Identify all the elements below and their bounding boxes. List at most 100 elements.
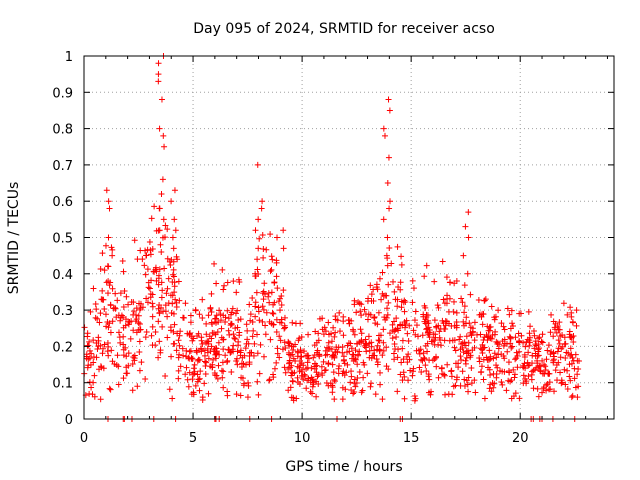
- data-point: [478, 363, 485, 370]
- data-point: [107, 301, 114, 308]
- data-point: [339, 384, 346, 391]
- data-point: [537, 368, 544, 375]
- data-point: [352, 347, 359, 354]
- data-point: [357, 339, 364, 346]
- data-point: [446, 337, 453, 344]
- data-point: [213, 280, 220, 287]
- data-point: [139, 256, 146, 263]
- data-point: [557, 354, 564, 361]
- data-point: [226, 331, 233, 338]
- data-point: [232, 336, 239, 343]
- data-point: [462, 223, 469, 230]
- data-point: [292, 341, 299, 348]
- data-point: [172, 227, 179, 234]
- data-point: [210, 356, 217, 363]
- data-point: [374, 286, 381, 293]
- data-point: [522, 376, 529, 383]
- data-point: [143, 295, 150, 302]
- data-point: [259, 303, 266, 310]
- data-point: [344, 361, 351, 368]
- data-point: [350, 351, 357, 358]
- data-point: [198, 334, 205, 341]
- data-point: [526, 342, 533, 349]
- data-point: [418, 368, 425, 375]
- data-point: [85, 342, 92, 349]
- data-point: [214, 329, 221, 336]
- data-point: [499, 338, 506, 345]
- data-point: [389, 321, 396, 328]
- data-point: [314, 373, 321, 380]
- data-point: [562, 381, 569, 388]
- data-point: [101, 305, 108, 312]
- data-point: [155, 281, 162, 288]
- data-point: [332, 329, 339, 336]
- data-point: [204, 349, 211, 356]
- data-point: [204, 338, 211, 345]
- data-point: [368, 291, 375, 298]
- data-point: [360, 359, 367, 366]
- data-point: [352, 383, 359, 390]
- data-point: [270, 301, 277, 308]
- y-tick-label: 0.8: [52, 123, 73, 138]
- data-point: [449, 391, 456, 398]
- data-point: [290, 355, 297, 362]
- data-point: [155, 78, 162, 85]
- data-point: [384, 305, 391, 312]
- data-point: [562, 340, 569, 347]
- data-point: [314, 349, 321, 356]
- data-point: [254, 331, 261, 338]
- data-point: [442, 322, 449, 329]
- data-point: [336, 309, 343, 316]
- data-point: [222, 319, 229, 326]
- data-point: [380, 216, 387, 223]
- data-point: [266, 376, 273, 383]
- data-point: [138, 359, 145, 366]
- data-point: [394, 388, 401, 395]
- data-point: [539, 331, 546, 338]
- data-point: [368, 339, 375, 346]
- data-point: [525, 349, 532, 356]
- data-point: [365, 333, 372, 340]
- data-point: [214, 375, 221, 382]
- data-point: [192, 306, 199, 313]
- data-point: [187, 312, 194, 319]
- data-point: [568, 360, 575, 367]
- data-point: [465, 374, 472, 381]
- data-point: [144, 246, 151, 253]
- data-point: [175, 278, 182, 285]
- data-point: [149, 300, 156, 307]
- data-point: [125, 362, 132, 369]
- data-point: [328, 353, 335, 360]
- data-point: [291, 369, 298, 376]
- data-point: [575, 383, 582, 390]
- data-point: [509, 320, 516, 327]
- data-point: [454, 374, 461, 381]
- data-point: [201, 380, 208, 387]
- data-point: [347, 379, 354, 386]
- data-point: [438, 365, 445, 372]
- data-point: [238, 374, 245, 381]
- data-point: [101, 267, 108, 274]
- data-point: [118, 312, 125, 319]
- data-point: [433, 323, 440, 330]
- data-point: [167, 261, 174, 268]
- data-point: [531, 345, 538, 352]
- data-point: [179, 314, 186, 321]
- data-point: [487, 323, 494, 330]
- data-point: [84, 330, 91, 337]
- data-point: [177, 363, 184, 370]
- data-point: [316, 315, 323, 322]
- data-point: [266, 299, 273, 306]
- data-point: [391, 288, 398, 295]
- data-point: [133, 329, 140, 336]
- data-point: [171, 283, 178, 290]
- data-point: [526, 330, 533, 337]
- data-point: [525, 373, 532, 380]
- data-point: [273, 273, 280, 280]
- data-point: [290, 347, 297, 354]
- data-point: [436, 328, 443, 335]
- y-tick-label: 0.7: [52, 159, 73, 174]
- data-point: [564, 386, 571, 393]
- data-point: [562, 355, 569, 362]
- data-point: [198, 345, 205, 352]
